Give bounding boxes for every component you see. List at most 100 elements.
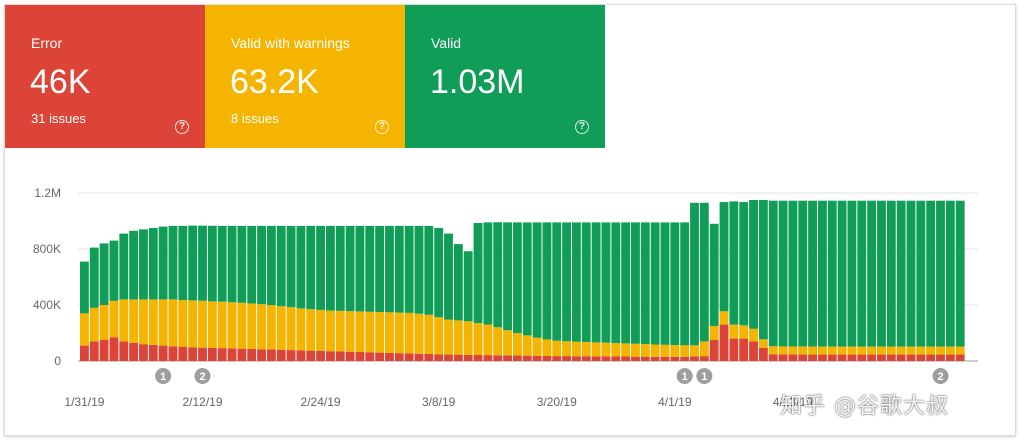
bar-segment-valid-with-warnings xyxy=(316,309,326,351)
bar-segment-error xyxy=(867,354,877,361)
bar-segment-valid xyxy=(945,200,955,347)
bar-segment-valid xyxy=(896,200,906,347)
bar-segment-error xyxy=(247,348,257,361)
bar-segment-valid xyxy=(906,200,916,347)
bar-segment-valid-with-warnings xyxy=(158,299,168,346)
bar-segment-valid-with-warnings xyxy=(414,313,424,354)
y-tick-label: 400K xyxy=(33,298,61,312)
bar-segment-valid xyxy=(926,200,936,347)
bar-segment-error xyxy=(808,354,818,361)
bar-segment-error xyxy=(188,347,198,361)
bar-segment-error xyxy=(621,356,631,361)
bar-segment-valid xyxy=(80,261,89,314)
bar-segment-valid xyxy=(670,222,680,346)
bar-segment-valid-with-warnings xyxy=(709,326,719,340)
question-circle-icon[interactable]: ? xyxy=(375,120,389,134)
x-tick-label: 4/13/19 xyxy=(773,395,813,409)
bar-segment-valid xyxy=(158,226,168,300)
bar-segment-valid-with-warnings xyxy=(257,304,266,350)
valid-tile[interactable]: Valid 1.03M ? xyxy=(405,5,605,148)
bar-segment-valid xyxy=(699,202,709,342)
bar-segment-error xyxy=(680,356,690,361)
bar-segment-valid-with-warnings xyxy=(699,341,709,357)
bar-segment-valid-with-warnings xyxy=(877,346,886,355)
warnings-tile[interactable]: Valid with warnings 63.2K 8 issues ? xyxy=(205,5,405,148)
bar-segment-valid-with-warnings xyxy=(867,346,877,355)
bar-segment-error xyxy=(296,350,306,361)
bar-segment-error xyxy=(503,355,512,361)
bar-segment-error xyxy=(542,355,552,361)
bar-segment-valid-with-warnings xyxy=(729,324,739,339)
bar-segment-valid-with-warnings xyxy=(503,330,512,356)
bar-segment-error xyxy=(394,353,404,361)
error-tile[interactable]: Error 46K 31 issues ? xyxy=(5,5,205,148)
bar-segment-valid-with-warnings xyxy=(444,319,453,355)
bar-segment-error xyxy=(522,355,532,361)
bar-segment-valid-with-warnings xyxy=(945,346,955,355)
bar-segment-valid-with-warnings xyxy=(631,343,640,357)
bar-segment-error xyxy=(699,356,709,361)
bar-segment-valid xyxy=(916,200,926,347)
bar-segment-valid xyxy=(631,222,640,344)
bar-segment-valid-with-warnings xyxy=(926,346,936,355)
bar-segment-valid xyxy=(867,200,877,347)
bar-segment-valid-with-warnings xyxy=(227,302,237,349)
bar-segment-valid-with-warnings xyxy=(827,346,837,355)
bar-segment-valid-with-warnings xyxy=(404,312,414,354)
bar-segment-valid-with-warnings xyxy=(690,345,699,357)
bar-segment-valid-with-warnings xyxy=(798,346,808,355)
bar-segment-valid-with-warnings xyxy=(552,340,562,357)
bar-segment-valid xyxy=(749,200,758,329)
bar-segment-error xyxy=(562,356,572,361)
bar-segment-valid xyxy=(591,222,601,343)
bar-segment-error xyxy=(286,350,296,361)
bar-segment-error xyxy=(916,354,926,361)
bar-segment-valid xyxy=(640,222,650,345)
bar-segment-valid xyxy=(188,225,198,301)
bar-segment-error xyxy=(316,350,326,361)
question-circle-icon[interactable]: ? xyxy=(575,120,589,134)
bar-segment-valid-with-warnings xyxy=(640,344,650,357)
bar-segment-valid xyxy=(709,223,719,326)
bar-segment-error xyxy=(572,356,581,361)
bar-segment-error xyxy=(552,356,562,361)
bar-segment-valid xyxy=(611,222,621,344)
bar-segment-error xyxy=(237,348,247,361)
bar-segment-error xyxy=(139,344,148,361)
bar-segment-valid xyxy=(335,225,345,311)
bar-segment-error xyxy=(483,355,493,361)
bar-segment-error xyxy=(276,349,286,361)
bar-segment-valid-with-warnings xyxy=(749,328,758,342)
bar-segment-valid xyxy=(168,225,178,300)
bar-segment-error xyxy=(955,354,965,361)
question-circle-icon[interactable]: ? xyxy=(175,120,189,134)
bar-segment-valid xyxy=(414,225,424,314)
watermark: 知乎 @谷歌大叔 xyxy=(780,394,949,419)
bar-segment-valid-with-warnings xyxy=(89,307,99,342)
annotation-marker xyxy=(696,368,713,384)
annotation-label: 2 xyxy=(199,371,205,383)
bar-segment-error xyxy=(217,348,227,361)
bar-segment-valid xyxy=(178,225,188,301)
bar-segment-valid xyxy=(198,225,207,301)
bar-segment-valid xyxy=(837,200,847,347)
bar-segment-error xyxy=(434,354,444,361)
bar-segment-valid xyxy=(729,201,739,325)
bar-segment-valid-with-warnings xyxy=(109,300,119,338)
bar-segment-valid xyxy=(306,225,316,310)
bar-segment-error xyxy=(749,341,758,361)
bar-segment-valid xyxy=(316,225,326,310)
bar-segment-valid xyxy=(257,225,266,305)
bar-segment-valid-with-warnings xyxy=(808,346,818,355)
bar-segment-valid xyxy=(503,222,512,331)
bar-segment-error xyxy=(719,324,729,361)
bar-segment-valid-with-warnings xyxy=(394,312,404,354)
x-tick-label: 1/31/19 xyxy=(64,395,104,409)
bar-segment-valid xyxy=(847,200,857,347)
y-tick-label: 0 xyxy=(54,354,61,368)
valid-count: 1.03M xyxy=(430,63,525,101)
bar-segment-valid xyxy=(453,244,463,321)
bar-segment-valid xyxy=(266,225,276,305)
bar-segment-valid-with-warnings xyxy=(532,337,542,356)
bar-segment-error xyxy=(709,340,719,361)
